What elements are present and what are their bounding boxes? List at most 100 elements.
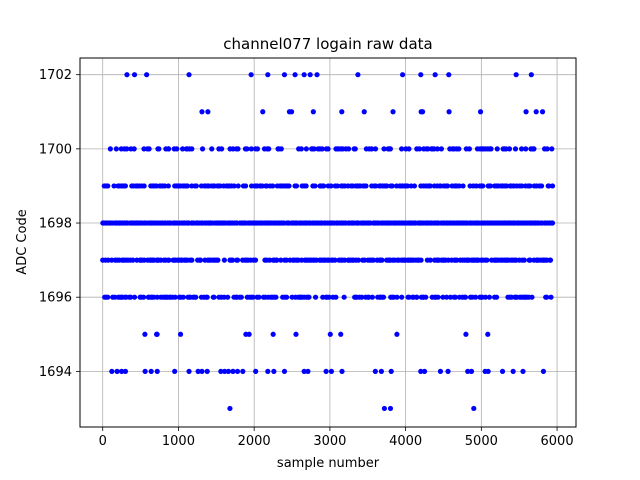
data-point bbox=[325, 146, 331, 152]
data-point bbox=[456, 183, 462, 189]
data-point bbox=[363, 183, 369, 189]
data-point bbox=[230, 368, 236, 374]
data-point bbox=[303, 183, 309, 189]
y-tick-label: 1696 bbox=[39, 291, 72, 306]
data-point bbox=[531, 146, 537, 152]
data-point bbox=[369, 146, 375, 152]
data-point bbox=[204, 368, 210, 374]
data-point bbox=[122, 368, 129, 374]
data-point bbox=[189, 146, 195, 152]
data-point bbox=[484, 257, 490, 263]
data-point bbox=[463, 331, 469, 337]
data-point bbox=[166, 146, 172, 152]
data-point bbox=[293, 331, 299, 337]
x-tick-label: 1000 bbox=[162, 434, 195, 449]
data-point bbox=[480, 183, 486, 189]
data-point bbox=[355, 257, 362, 263]
data-point bbox=[105, 294, 111, 300]
data-point bbox=[238, 294, 244, 300]
data-point bbox=[339, 109, 345, 115]
y-tick-label: 1700 bbox=[39, 142, 72, 157]
data-point bbox=[235, 257, 241, 263]
data-point bbox=[523, 146, 529, 152]
data-point bbox=[305, 368, 311, 374]
data-point bbox=[225, 368, 232, 374]
data-point bbox=[109, 257, 115, 263]
chart-title: channel077 logain raw data bbox=[223, 35, 432, 53]
data-point bbox=[186, 368, 192, 374]
data-point bbox=[281, 72, 288, 78]
data-point bbox=[352, 146, 358, 152]
x-tick-label: 6000 bbox=[541, 434, 574, 449]
data-point bbox=[111, 183, 117, 189]
data-point bbox=[486, 294, 493, 300]
y-tick-label: 1694 bbox=[39, 365, 72, 380]
data-point bbox=[166, 257, 172, 263]
data-point bbox=[437, 368, 444, 374]
data-point bbox=[499, 368, 506, 374]
data-point bbox=[278, 146, 284, 152]
data-point bbox=[141, 183, 147, 189]
data-point bbox=[189, 257, 195, 263]
data-point bbox=[446, 109, 452, 115]
data-point bbox=[144, 72, 150, 78]
data-point bbox=[456, 146, 462, 152]
data-point bbox=[471, 405, 477, 412]
data-point bbox=[286, 183, 292, 189]
data-point bbox=[219, 146, 225, 152]
data-point bbox=[146, 146, 152, 152]
data-point bbox=[252, 257, 259, 263]
data-point bbox=[372, 368, 378, 374]
data-point bbox=[387, 146, 393, 152]
data-point bbox=[209, 146, 215, 152]
data-point bbox=[399, 294, 405, 300]
data-point bbox=[513, 72, 519, 78]
data-point bbox=[266, 146, 272, 152]
data-point bbox=[211, 294, 217, 300]
data-point bbox=[399, 146, 405, 152]
data-point bbox=[546, 183, 552, 189]
data-point bbox=[512, 146, 519, 152]
data-point bbox=[465, 368, 471, 374]
data-point bbox=[253, 368, 259, 374]
data-point bbox=[359, 294, 365, 300]
data-point bbox=[447, 294, 454, 300]
data-point bbox=[438, 146, 445, 152]
data-point bbox=[184, 183, 191, 189]
data-point bbox=[235, 146, 241, 152]
data-point bbox=[462, 294, 469, 300]
data-point bbox=[270, 331, 276, 337]
data-point bbox=[130, 257, 136, 263]
data-point bbox=[549, 220, 556, 226]
data-point bbox=[482, 294, 489, 300]
data-point bbox=[199, 146, 206, 152]
x-tick-label: 0 bbox=[99, 434, 107, 449]
data-point bbox=[379, 257, 385, 263]
data-point bbox=[284, 294, 290, 300]
data-point bbox=[468, 368, 475, 374]
data-point bbox=[510, 368, 516, 374]
data-point bbox=[399, 72, 406, 78]
data-point bbox=[205, 109, 211, 115]
data-point bbox=[544, 146, 550, 152]
data-point bbox=[414, 294, 420, 300]
data-point bbox=[418, 257, 424, 263]
data-point bbox=[533, 109, 539, 115]
data-point bbox=[292, 72, 298, 78]
data-point bbox=[338, 331, 344, 337]
data-point bbox=[172, 294, 178, 300]
data-point bbox=[549, 146, 555, 152]
data-point bbox=[425, 146, 431, 152]
data-point bbox=[519, 146, 525, 152]
data-point bbox=[339, 368, 345, 374]
data-point bbox=[109, 368, 115, 374]
data-point bbox=[523, 109, 529, 115]
data-point bbox=[105, 183, 111, 189]
data-point bbox=[274, 257, 280, 263]
data-point bbox=[445, 183, 451, 189]
data-point bbox=[418, 72, 424, 78]
data-points bbox=[100, 72, 556, 412]
data-point bbox=[148, 368, 154, 374]
data-point bbox=[539, 109, 546, 115]
data-point bbox=[419, 109, 426, 115]
